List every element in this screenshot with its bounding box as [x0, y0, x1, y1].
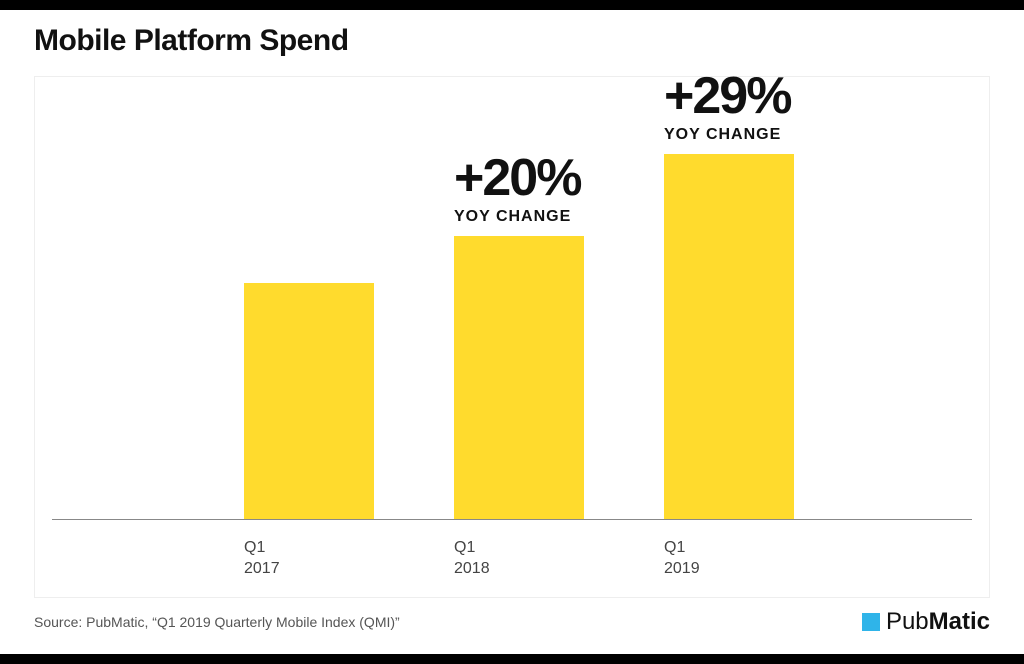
- callout: +20% YOY CHANGE: [454, 155, 580, 226]
- plot-inner: Q1 2017 Q1 2018 Q1 2019 +20% YOY CHANGE +29% Y…: [34, 76, 990, 598]
- plot-area: Q1 2017 Q1 2018 Q1 2019 +20% YOY CHANGE +29% Y…: [34, 76, 990, 598]
- chart-title: Mobile Platform Spend: [34, 24, 349, 58]
- bar-axis-label: Q1 2018: [454, 537, 490, 580]
- brand-logo: PubMatic: [862, 608, 990, 636]
- source-attribution: Source: PubMatic, “Q1 2019 Quarterly Mob…: [34, 614, 400, 630]
- bar: Q1 2017: [244, 283, 374, 520]
- bar-axis-label: Q1 2019: [664, 537, 700, 580]
- chart-area: Q1 2017Q1 2018Q1 2019+20%YOY CHANGE+29%Y…: [34, 94, 990, 520]
- brand-text-regular: Pub: [886, 608, 929, 635]
- bar-axis-label: Q1 2017: [244, 537, 280, 580]
- callout-percent: +29%: [664, 73, 790, 120]
- callout-subtext: YOY CHANGE: [454, 208, 580, 226]
- x-axis-baseline: [52, 519, 972, 520]
- bar: Q1 2019: [664, 154, 794, 520]
- bar: Q1 2018: [454, 236, 584, 520]
- callout-subtext: YOY CHANGE: [664, 126, 790, 144]
- brand-text: PubMatic: [886, 608, 990, 636]
- callout: +29% YOY CHANGE: [664, 73, 790, 144]
- brand-text-bold: Matic: [929, 608, 990, 635]
- footer: Source: PubMatic, “Q1 2019 Quarterly Mob…: [34, 612, 990, 642]
- callout-percent: +20%: [454, 155, 580, 202]
- chart-frame: Mobile Platform Spend Q1 2017 Q1 2018 Q1 2…: [0, 0, 1024, 664]
- brand-square-icon: [862, 613, 880, 631]
